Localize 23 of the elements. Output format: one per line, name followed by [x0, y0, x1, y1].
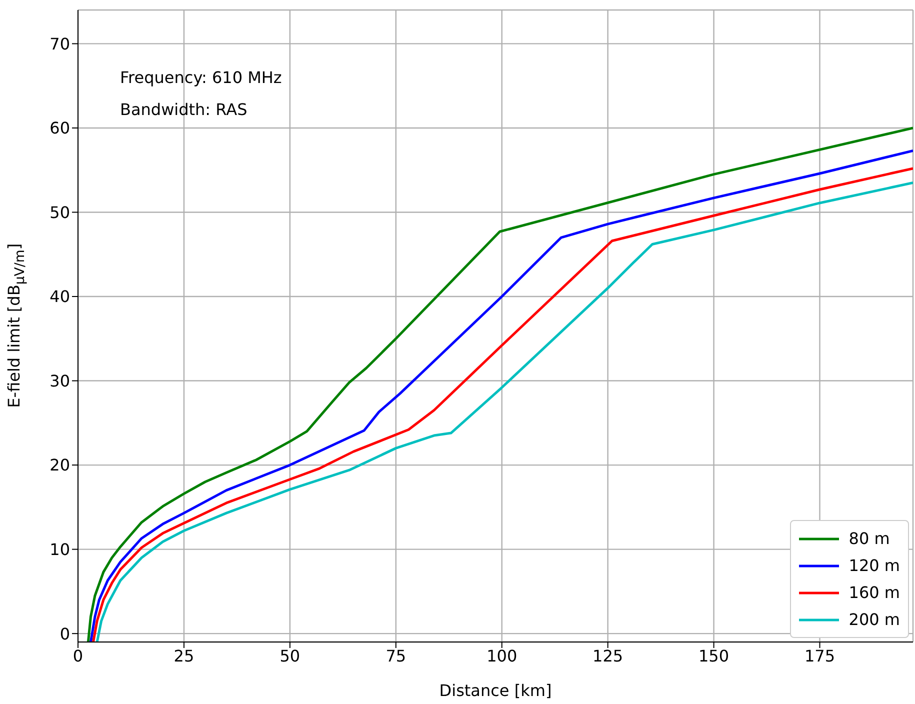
x-tick-label: 150	[698, 646, 730, 666]
y-tick-label: 0	[60, 624, 70, 644]
y-tick-label: 30	[50, 371, 70, 390]
legend-label: 160 m	[848, 583, 900, 602]
x-tick-label: 50	[280, 646, 300, 666]
y-tick-label: 50	[50, 202, 70, 222]
y-tick-label: 40	[50, 287, 70, 306]
annotation: Frequency: 610 MHz	[120, 68, 282, 87]
y-tick-label: 20	[50, 456, 70, 475]
x-tick-label: 0	[72, 646, 84, 666]
x-axis-title: Distance [km]	[439, 681, 552, 700]
x-tick-label: 100	[486, 646, 518, 666]
annotation: Bandwidth: RAS	[120, 100, 248, 119]
legend-label: 80 m	[848, 529, 890, 548]
legend-label: 120 m	[848, 556, 900, 575]
x-tick-label: 125	[592, 646, 624, 666]
legend-label: 200 m	[848, 610, 900, 629]
y-tick-label: 10	[50, 540, 70, 559]
x-tick-label: 75	[386, 646, 406, 666]
y-tick-label: 70	[50, 34, 70, 54]
x-tick-label: 25	[174, 646, 194, 666]
x-tick-label: 175	[804, 646, 836, 666]
y-tick-label: 60	[50, 118, 70, 138]
